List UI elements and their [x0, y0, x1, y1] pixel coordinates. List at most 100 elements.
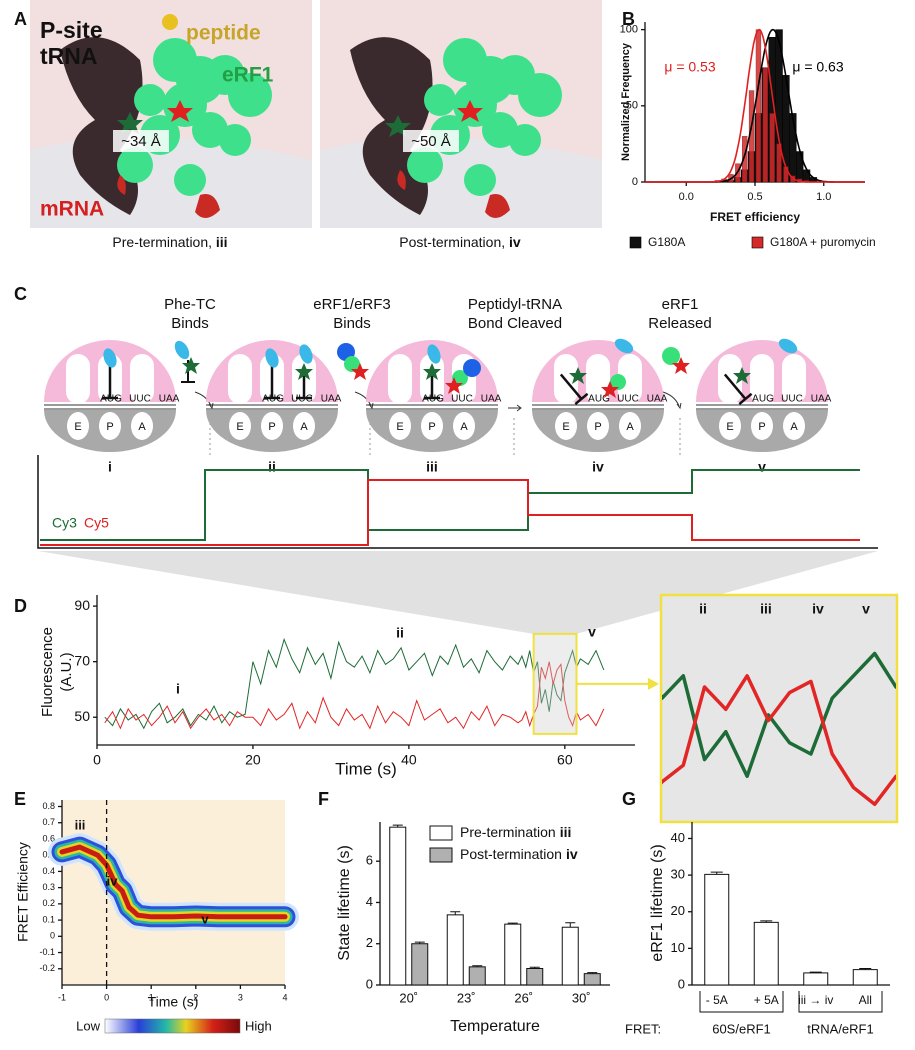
y-axis-label: eRF1 lifetime (s) [649, 844, 666, 961]
state-annotation: i [176, 681, 180, 697]
plot-background [62, 800, 285, 985]
error-bar [587, 972, 598, 974]
inset-state-label: iii [760, 601, 772, 617]
codon: AUG [588, 394, 610, 405]
histogram-bar [789, 113, 797, 183]
bar [803, 972, 829, 986]
zoom-arrowhead [648, 677, 659, 690]
y-tick-label: 0 [632, 176, 638, 188]
cy3-step-trace [40, 469, 860, 541]
legend-label: Pre-termination iii [460, 824, 571, 840]
group-axis-label: FRET: [625, 1021, 661, 1036]
y-tick-label: 0.7 [42, 817, 55, 827]
panel-label: G [622, 789, 636, 809]
structure-image [30, 0, 312, 228]
error-bar [710, 871, 723, 875]
codon: UAA [647, 394, 668, 405]
error-bar [472, 965, 483, 967]
y-tick-label: 100 [620, 24, 638, 36]
x-tick-label: 60 [557, 752, 573, 768]
histogram-bar [762, 67, 768, 183]
bar [852, 969, 878, 986]
bar [411, 943, 429, 986]
step-label: Peptidyl-tRNA [468, 296, 562, 313]
codon: UAA [159, 394, 180, 405]
bar [526, 967, 544, 986]
y-tick-label: 0.6 [42, 833, 55, 843]
legend-label: G180A [648, 235, 685, 249]
y-tick-label: 6 [366, 853, 373, 868]
bar [583, 973, 601, 986]
histogram-bar [769, 113, 775, 183]
legend-name: Pre-termination [460, 824, 556, 840]
codon: UUC [129, 394, 151, 405]
colorbar-label: Low [76, 1018, 100, 1033]
y-tick-label: 0 [678, 976, 685, 991]
x-tick-label: -1 [58, 992, 66, 1002]
x-tick-label: 0 [93, 752, 101, 768]
label-box [113, 130, 169, 152]
y-axis-label: Fluorescence [39, 627, 56, 717]
inset-state-label: iv [812, 601, 824, 617]
x-tick-label: 23˚ [457, 990, 476, 1005]
state-annotation: iii [75, 817, 86, 832]
x-axis-label: Time (s) [335, 759, 397, 778]
panel-label: B [622, 9, 635, 29]
y-tick-label: 50 [74, 708, 90, 724]
cy5-step-trace [40, 479, 860, 546]
x-tick-label: 40 [401, 752, 417, 768]
inset-trace-line [662, 651, 896, 779]
structure-image [320, 0, 602, 228]
label-distance: ~34 Å [121, 133, 161, 150]
y-tick-label: 2 [366, 935, 373, 950]
x-axis-label: Time (s) [148, 994, 199, 1010]
fit-curve [645, 28, 865, 183]
state-annotation: ii [396, 625, 404, 641]
x-tick-label: 0.0 [679, 191, 694, 203]
step-label: eRF1/eRF3 [313, 296, 391, 313]
colorbar-label: High [245, 1018, 272, 1033]
legend-label: Post-termination iv [460, 846, 578, 862]
zoom-box [532, 632, 578, 735]
site: E [562, 421, 569, 433]
step-label: Phe-TC [164, 296, 216, 313]
x-tick-label: 30˚ [572, 990, 591, 1005]
group-label: 60S/eRF1 [712, 1021, 771, 1036]
site: P [268, 421, 275, 433]
panel-label: A [14, 9, 27, 29]
x-axis-label: FRET efficiency [710, 210, 800, 224]
state-label: v [758, 459, 766, 475]
codon: UAA [481, 394, 502, 405]
trace-frame [37, 455, 878, 549]
x-tick-label: 0.5 [747, 191, 762, 203]
state-label: iii [426, 459, 438, 475]
fit-label: μ = 0.53 [664, 59, 715, 75]
erf3 [463, 359, 481, 377]
x-tick-label: + 5A [754, 993, 779, 1007]
bar [704, 873, 730, 986]
label-box [403, 130, 459, 152]
panel-label: C [14, 284, 27, 304]
label-distance: ~50 Å [411, 133, 451, 150]
legend-state: iii [560, 824, 572, 840]
y-tick-label: 0 [50, 931, 55, 941]
label-trna: tRNA [40, 43, 98, 69]
site: P [428, 421, 435, 433]
trace-label: Cy3 [52, 515, 77, 531]
group-bracket [699, 991, 784, 1013]
legend-swatch [751, 236, 764, 249]
site: E [396, 421, 403, 433]
label-trna: P-site [40, 17, 103, 43]
error-bar [809, 971, 822, 973]
state-label: i [108, 459, 112, 475]
histogram-bar [742, 136, 748, 183]
histogram-bar [802, 169, 811, 183]
y-tick-label: 30 [671, 867, 685, 882]
x-tick-label: 2 [193, 992, 198, 1002]
y-tick-label: 70 [74, 652, 90, 668]
y-tick-label: 0.3 [42, 882, 55, 892]
